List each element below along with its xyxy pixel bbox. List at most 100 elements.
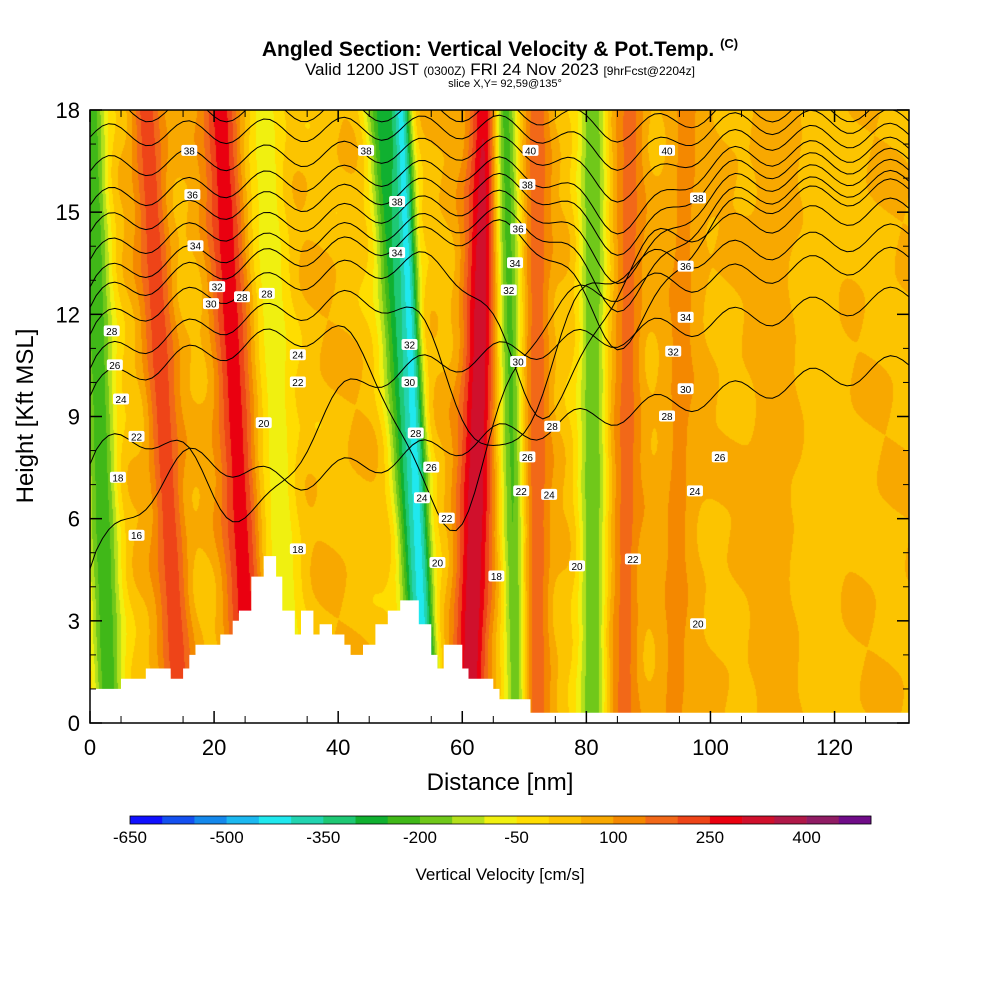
contour-label-bg <box>184 189 201 201</box>
colorbar-swatch <box>709 816 743 824</box>
contour-label-bg <box>438 512 455 524</box>
contour-label-text: 20 <box>692 620 704 631</box>
chart-title-text: Angled Section: Vertical Velocity & Pot.… <box>261 38 715 61</box>
contour-label-bg <box>510 223 527 235</box>
isotherm-32 <box>90 147 909 256</box>
subtitle-valid: Valid 1200 JST <box>304 60 419 79</box>
contour-label-bg <box>187 240 204 252</box>
colorbar-swatch <box>484 816 517 824</box>
subtitle-date: FRI 24 Nov 2023 <box>470 60 599 79</box>
contour-label-text: 26 <box>714 453 726 464</box>
colorbar-swatch <box>774 816 807 824</box>
contour-label-bg <box>507 257 524 269</box>
colorbar-swatch <box>291 816 324 824</box>
contour-label-bg <box>389 195 406 207</box>
x-tick-label: 120 <box>816 735 853 760</box>
y-tick-label: 6 <box>68 507 80 532</box>
contour-label-text: 28 <box>547 422 559 433</box>
contour-label: 34 <box>677 311 694 324</box>
contour-label: 28 <box>544 420 561 433</box>
contour-label-bg <box>665 345 682 357</box>
contour-label: 24 <box>113 393 130 406</box>
contour-label-text: 32 <box>503 286 515 297</box>
contour-label-bg <box>690 618 707 630</box>
colorbar-swatch <box>194 816 227 824</box>
y-tick-label: 9 <box>68 405 80 430</box>
contour-label-bg <box>128 529 145 541</box>
contour-label-text: 20 <box>571 562 583 573</box>
terrain-profile <box>90 556 909 723</box>
contour-label: 22 <box>438 512 455 525</box>
contour-label: 28 <box>258 287 275 300</box>
contour-label: 40 <box>522 144 539 157</box>
contour-label-bg <box>358 144 375 156</box>
contour-label-text: 34 <box>509 259 521 270</box>
y-tick-label: 12 <box>56 302 80 327</box>
contour-label-text: 34 <box>680 313 692 324</box>
contour-label: 16 <box>128 529 145 542</box>
contour-label: 28 <box>659 410 676 423</box>
contour-label-text: 22 <box>131 432 143 443</box>
contour-label: 38 <box>181 144 198 157</box>
contour-label: 26 <box>519 451 536 464</box>
subtitle-forecast: [9hrFcst@2204z] <box>603 64 696 78</box>
contour-label-text: 38 <box>392 197 404 208</box>
colorbar-swatch <box>806 816 840 824</box>
colorbar-swatch <box>677 816 711 824</box>
isotherm-36 <box>90 122 909 203</box>
colorbar-label: 100 <box>599 828 627 847</box>
colorbar-swatch <box>419 816 453 824</box>
contour-label-text: 32 <box>212 283 224 294</box>
x-tick-label: 40 <box>326 735 350 760</box>
colorbar-swatch <box>130 816 163 824</box>
contour-label-bg <box>181 144 198 156</box>
contour-label: 30 <box>677 383 694 396</box>
contour-label-bg <box>510 356 527 368</box>
contour-label-bg <box>659 410 676 422</box>
contour-label-bg <box>500 284 517 296</box>
contour-label: 28 <box>103 325 120 338</box>
isotherm-38 <box>90 110 909 171</box>
y-tick-label: 0 <box>68 711 80 736</box>
vertical-velocity-raster <box>90 110 909 723</box>
contour-label: 20 <box>429 556 446 569</box>
contour-label: 38 <box>389 195 406 208</box>
contour-label-bg <box>677 383 694 395</box>
contour-label-bg <box>202 298 219 310</box>
contour-label-text: 22 <box>516 487 528 498</box>
contour-label: 22 <box>128 430 145 443</box>
contour-label-text: 28 <box>661 412 673 423</box>
contour-label: 30 <box>510 356 527 369</box>
colorbar-swatch <box>323 816 356 824</box>
contour-label: 22 <box>624 553 641 566</box>
contour-label-text: 24 <box>544 490 556 501</box>
contour-label-text: 38 <box>361 146 373 157</box>
contour-label-text: 38 <box>522 180 534 191</box>
contour-label-bg <box>209 281 226 293</box>
contour-label-text: 26 <box>522 453 534 464</box>
colorbar-swatch <box>742 816 775 824</box>
contour-label-text: 30 <box>205 300 217 311</box>
contour-label-text: 36 <box>513 225 525 236</box>
contour-label-bg <box>289 376 306 388</box>
contour-label-bg <box>711 451 728 463</box>
contour-label-text: 38 <box>692 194 704 205</box>
colorbar-swatch <box>613 816 646 824</box>
colorbar-label: -350 <box>306 828 340 847</box>
contour-label: 30 <box>202 298 219 311</box>
contour-label: 22 <box>289 376 306 389</box>
contour-label-bg <box>109 471 126 483</box>
contour-label-text: 20 <box>432 558 444 569</box>
colorbar-swatch <box>548 816 582 824</box>
x-tick-label: 80 <box>574 735 598 760</box>
contour-label: 24 <box>413 492 430 505</box>
y-tick-label: 15 <box>56 200 80 225</box>
subtitle-utc: (0300Z) <box>423 64 466 78</box>
contour-label-text: 40 <box>525 146 537 157</box>
contour-label: 32 <box>209 281 226 294</box>
isotherm-22 <box>90 223 909 447</box>
contour-label-text: 24 <box>115 395 127 406</box>
contour-label: 34 <box>187 240 204 253</box>
contour-label: 18 <box>488 570 505 583</box>
